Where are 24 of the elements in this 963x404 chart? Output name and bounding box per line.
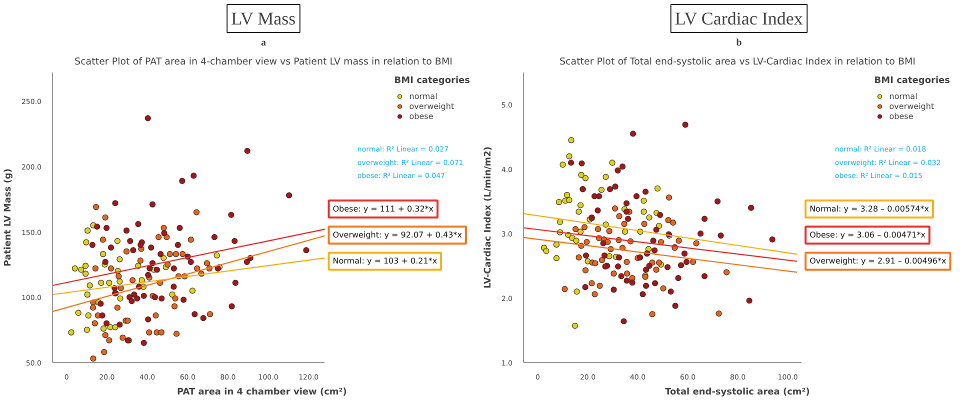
text: LV Cardiac Index bbox=[674, 8, 803, 28]
text: LV Mass bbox=[231, 8, 296, 28]
chart-title: Scatter Plot of Total end-systolic area vs LV-Cardiac Index in relation to BMI bbox=[559, 56, 916, 68]
legend-label: overweight bbox=[889, 101, 934, 111]
legend-label: obese bbox=[409, 111, 434, 121]
text: a bbox=[261, 38, 266, 48]
legend-label: obese bbox=[889, 111, 914, 121]
chart-title: Scatter Plot of PAT area in 4-chamber view vs Patient LV mass in relation to BMI bbox=[74, 56, 452, 68]
text: b bbox=[736, 38, 742, 48]
legend-label: normal bbox=[889, 91, 918, 101]
text: Normal: y = 3.28 – 0.00574*x bbox=[810, 204, 930, 214]
series-label: Overweight: y = 92.07 + 0.43*x bbox=[332, 230, 462, 240]
series-label: Normal: y = 103 + 0.21*x bbox=[332, 256, 438, 266]
series-label: Overweight: y = 2.91 – 0.00496*x bbox=[810, 256, 947, 266]
legend-title: BMI categories bbox=[874, 76, 950, 86]
x-axis-title: PAT area in 4 chamber view (cm²) bbox=[177, 388, 347, 398]
legend-label: overweight bbox=[409, 101, 454, 111]
text: Obese: y = 3.06 – 0.00471*x bbox=[810, 230, 926, 240]
text: Obese: y = 111 + 0.32*x bbox=[332, 204, 434, 214]
legend-label: normal bbox=[409, 91, 438, 101]
x-axis-title: Total end-systolic area (cm²) bbox=[665, 388, 810, 398]
y-axis-title: LV-Cardiac Index (L/min/m2) bbox=[483, 146, 494, 289]
y-axis-title: Patient LV Mass (g) bbox=[3, 168, 14, 266]
legend-title: BMI categories bbox=[394, 76, 470, 86]
